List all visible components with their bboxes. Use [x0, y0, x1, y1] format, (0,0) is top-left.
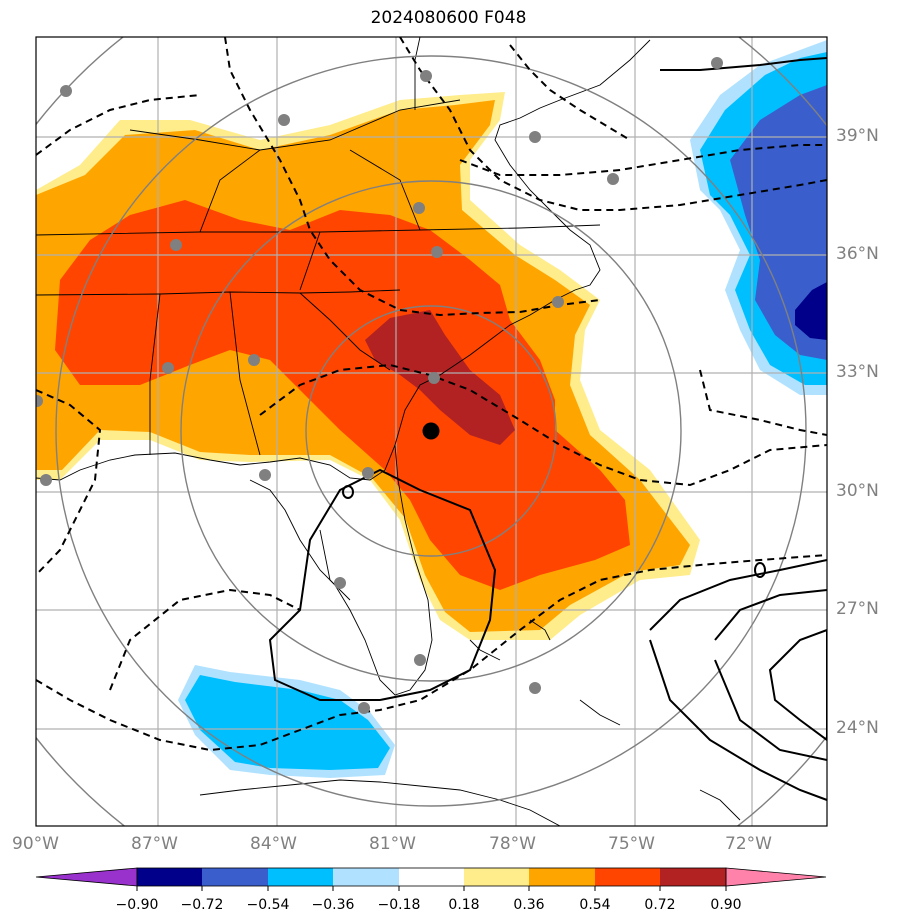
colorbar-label: 0.54	[579, 897, 610, 913]
station-dot	[529, 682, 541, 694]
colorbar-segment	[595, 868, 660, 886]
center-marker	[422, 422, 440, 440]
colorbar-label: −0.36	[312, 897, 355, 913]
longitude-tick-label: 81°W	[369, 834, 416, 854]
latitude-tick-label: 33°N	[836, 362, 879, 382]
colorbar-segment	[202, 868, 268, 886]
colorbar-label: 0.72	[644, 897, 675, 913]
contours	[36, 37, 827, 801]
colorbar-label: −0.72	[181, 897, 224, 913]
latitude-tick-label: 39°N	[836, 126, 879, 146]
colorbar-extend-high	[725, 867, 827, 887]
station-markers	[36, 57, 723, 714]
station-dot	[358, 702, 370, 714]
colorbar-segment	[333, 868, 399, 886]
station-dot	[420, 70, 432, 82]
colorbar-label: −0.18	[378, 897, 421, 913]
colorbar-segment	[399, 868, 464, 886]
station-dot	[413, 202, 425, 214]
station-dot	[278, 114, 290, 126]
colorbar-label: 0.18	[448, 897, 479, 913]
station-dot	[170, 239, 182, 251]
station-dot	[162, 362, 174, 374]
station-dot	[36, 395, 43, 407]
colorbar-label: 0.36	[513, 897, 544, 913]
colorbar-label: 0.90	[710, 897, 741, 913]
station-dot	[431, 246, 443, 258]
colorbar-extend-low	[35, 867, 138, 887]
latitude-tick-label: 30°N	[836, 481, 879, 501]
station-dot	[711, 57, 723, 69]
station-dot	[428, 372, 440, 384]
longitude-tick-label: 75°W	[608, 834, 655, 854]
colorbar: −0.90 −0.72 −0.54 −0.36 −0.18 0.18 0.36 …	[35, 867, 827, 913]
map-title: 2024080600 F048	[370, 8, 527, 28]
colorbar-label: −0.54	[247, 897, 290, 913]
colorbar-segment	[137, 868, 202, 886]
longitude-tick-label: 84°W	[250, 834, 297, 854]
colorbar-segment	[268, 868, 333, 886]
station-dot	[40, 474, 52, 486]
coastlines-borders	[36, 37, 741, 826]
longitude-tick-label: 90°W	[12, 834, 59, 854]
shaded-field-positive	[36, 92, 700, 640]
colorbar-segment	[529, 868, 595, 886]
station-dot	[529, 131, 541, 143]
shaded-field-negative	[178, 40, 827, 778]
station-dot	[362, 467, 374, 479]
station-dot	[248, 354, 260, 366]
colorbar-label: −0.90	[116, 897, 159, 913]
station-dot	[552, 296, 564, 308]
longitude-tick-label: 87°W	[131, 834, 178, 854]
station-dot	[60, 85, 72, 97]
station-dot	[414, 654, 426, 666]
colorbar-segment	[660, 868, 726, 886]
station-dot	[259, 469, 271, 481]
latitude-tick-label: 24°N	[836, 718, 879, 738]
longitude-tick-label: 72°W	[725, 834, 772, 854]
map-frame	[35, 36, 828, 827]
colorbar-segment	[464, 868, 529, 886]
station-dot	[334, 577, 346, 589]
latitude-tick-label: 36°N	[836, 244, 879, 264]
station-dot	[607, 173, 619, 185]
latitude-tick-label: 27°N	[836, 599, 879, 619]
longitude-tick-label: 78°W	[489, 834, 536, 854]
